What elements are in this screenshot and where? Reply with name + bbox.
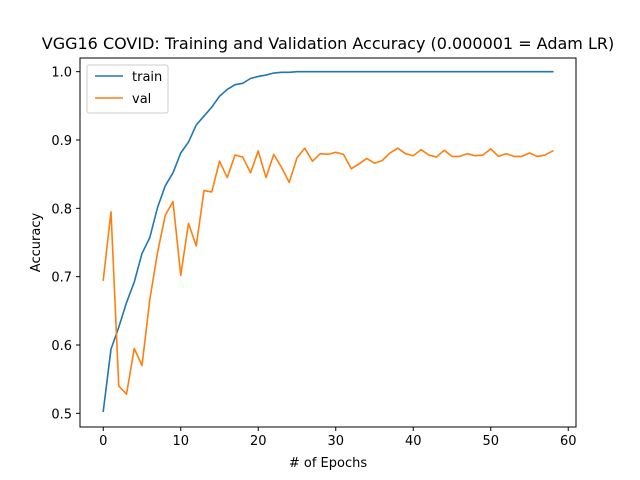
x-tick-label: 50 <box>482 434 499 449</box>
x-tick-label: 30 <box>327 434 344 449</box>
chart-title: VGG16 COVID: Training and Validation Acc… <box>42 34 615 53</box>
x-tick-label: 10 <box>172 434 189 449</box>
y-tick-label: 0.9 <box>51 134 72 149</box>
axes-frame <box>79 57 577 428</box>
x-tick-label: 20 <box>250 434 267 449</box>
x-axis-label: # of Epochs <box>289 456 367 471</box>
x-tick-label: 0 <box>99 434 107 449</box>
y-tick-label: 0.5 <box>51 407 72 422</box>
x-tick-label: 60 <box>560 434 577 449</box>
y-tick-label: 0.8 <box>51 202 72 217</box>
series-line-train <box>102 70 554 413</box>
legend-box <box>86 64 169 114</box>
x-tick-label: 40 <box>405 434 422 449</box>
y-tick-label: 0.6 <box>51 339 72 354</box>
y-tick-label: 0.7 <box>51 271 72 286</box>
legend: train val <box>86 64 169 114</box>
y-axis-label: Accuracy <box>29 213 44 273</box>
y-tick-label: 1.0 <box>51 66 72 81</box>
series-line-val <box>102 147 554 396</box>
plot-area <box>102 70 554 413</box>
legend-label-val: val <box>132 92 151 107</box>
legend-label-train: train <box>132 70 162 85</box>
